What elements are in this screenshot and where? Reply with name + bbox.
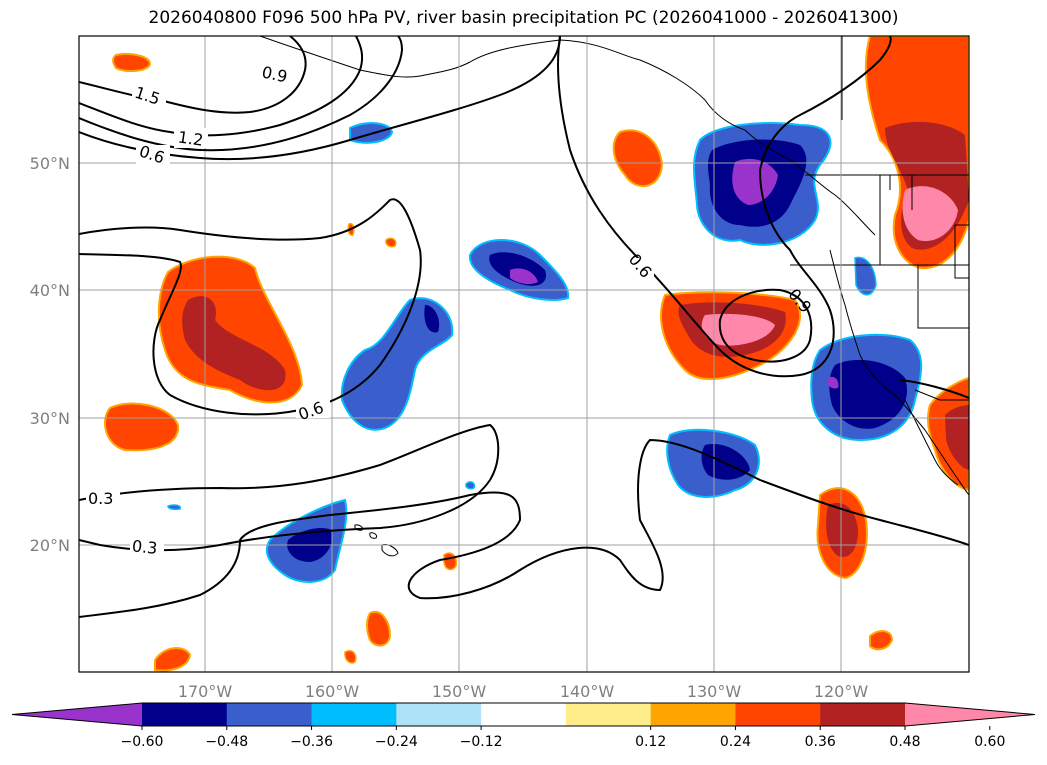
state-border: [917, 265, 969, 329]
anomaly-blob-positive: [443, 552, 458, 571]
colorbar-tick-label: 0.12: [635, 734, 666, 750]
anomaly-blob-positive: [154, 647, 192, 672]
anomaly-blob-negative: [510, 268, 538, 285]
state-border: [954, 224, 969, 279]
lat-tick-label: 20°N: [30, 536, 70, 555]
political-borders: [790, 36, 969, 401]
anomaly-blob-positive: [869, 630, 894, 651]
pv-contour-0.6: [557, 36, 892, 378]
colorbar-tick-label: 0.60: [974, 734, 1005, 750]
anomaly-blob-negative: [424, 305, 440, 333]
pv-contour-0.3: [79, 438, 969, 618]
lon-tick-label: 150°W: [432, 682, 487, 701]
anomaly-blob-positive: [104, 402, 180, 452]
contour-label: 0.9: [260, 62, 289, 86]
anomaly-blob-positive: [344, 650, 357, 664]
anomaly-blob-negative: [854, 256, 877, 296]
colorbar-tick-label: −0.48: [205, 734, 248, 750]
pv-contours: [79, 36, 969, 618]
contour-labels: 0.9 1.5 1.2 0.6 0.6 0.6 0.9 0.3 0.3: [86, 62, 815, 558]
anomaly-blob-positive: [945, 405, 969, 470]
lat-tick-label: 30°N: [30, 409, 70, 428]
colorbar-tick-label: −0.60: [121, 734, 164, 750]
anomaly-blob-positive: [112, 53, 152, 73]
colorbar-segment: [820, 703, 906, 726]
map-area: 0.9 1.5 1.2 0.6 0.6 0.6 0.9 0.3 0.3: [79, 36, 969, 672]
pv-contour-1.2: [79, 36, 364, 137]
lon-tick-label: 160°W: [305, 682, 360, 701]
colorbar-extend-min: [12, 703, 142, 726]
longitude-ticks: 170°W 160°W 150°W 140°W 130°W 120°W: [178, 682, 869, 701]
baja-coast: [904, 399, 959, 486]
lat-tick-label: 50°N: [30, 154, 70, 173]
anomaly-blob-positive: [385, 237, 397, 248]
colorbar-tick-label: 0.24: [720, 734, 751, 750]
anomaly-blob-positive: [902, 186, 958, 242]
hawaii-island: [369, 532, 377, 539]
anomaly-blob-positive: [366, 610, 392, 647]
pv-contour-0.3: [79, 423, 500, 552]
colorbar-segment: [226, 703, 313, 726]
anomaly-blob-positive: [826, 502, 858, 557]
hawaii-island: [354, 524, 363, 531]
colorbar-segment: [142, 703, 228, 726]
colorbar-segment: [396, 703, 482, 726]
pv-contour-0.9: [79, 36, 404, 152]
map-title: 2026040800 F096 500 hPa PV, river basin …: [148, 8, 899, 28]
anomaly-blob-negative: [340, 297, 454, 431]
anomaly-blob-negative: [829, 359, 907, 429]
anomaly-blob-positive: [182, 296, 286, 391]
lon-tick-label: 170°W: [178, 682, 233, 701]
lon-tick-label: 120°W: [814, 682, 869, 701]
positive-anomaly-regions: [104, 36, 969, 672]
colorbar-segment: [650, 703, 736, 726]
colorbar-segment: [735, 703, 821, 726]
contour-label: 0.3: [131, 536, 158, 558]
state-border: [889, 175, 913, 210]
colorbar-tick-label: −0.12: [460, 734, 503, 750]
anomaly-blob-negative: [465, 481, 476, 490]
map-frame: [78, 35, 970, 673]
anomaly-blob-positive: [612, 129, 664, 188]
anomaly-blob-negative: [827, 376, 839, 389]
pv-contour-0.6: [899, 379, 969, 399]
colorbar: −0.60 −0.48 −0.36 −0.24 −0.12 0.12 0.24 0.36 0.4…: [11, 702, 1036, 750]
colorbar-segment: [565, 703, 652, 726]
pv-contour-0.9: [718, 288, 813, 363]
colorbar-tick-label: −0.24: [375, 734, 418, 750]
us-west-coast: [829, 249, 969, 496]
lon-tick-label: 140°W: [560, 682, 615, 701]
lon-tick-label: 130°W: [687, 682, 742, 701]
colorbar-extend-max: [905, 703, 1035, 726]
us-mexico-border: [914, 389, 969, 401]
anomaly-blob-negative: [732, 158, 778, 205]
colorbar-segment: [481, 703, 567, 726]
colorbar-tick-label: 0.36: [805, 734, 836, 750]
colorbar-tick-label: 0.48: [889, 734, 920, 750]
canada-coast: [744, 129, 876, 236]
colorbar-segment: [311, 703, 397, 726]
anomaly-blob-negative: [167, 504, 182, 511]
colorbar-tick-label: −0.36: [290, 734, 333, 750]
coastlines: [259, 36, 969, 557]
lat-tick-label: 40°N: [30, 281, 70, 300]
latitude-ticks: 50°N 40°N 30°N 20°N: [30, 154, 70, 555]
contour-label: 1.2: [177, 127, 205, 149]
contour-label: 0.3: [88, 489, 113, 508]
pv-contour-0.6: [79, 198, 422, 416]
